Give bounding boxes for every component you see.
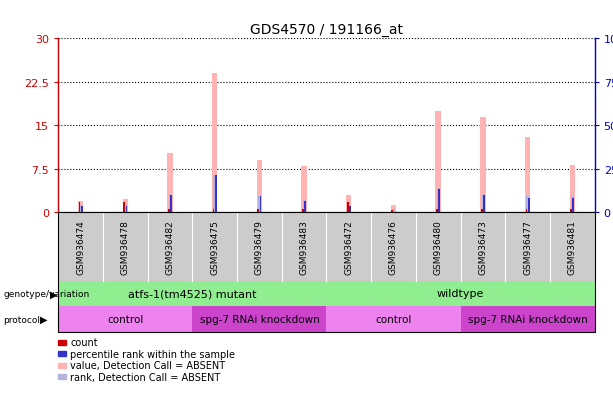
- Bar: [302, 210, 304, 213]
- Bar: [124, 206, 127, 213]
- Bar: [481, 210, 482, 213]
- Text: spg-7 RNAi knockdown: spg-7 RNAi knockdown: [468, 314, 587, 324]
- Bar: [168, 210, 170, 213]
- Bar: [349, 207, 351, 213]
- Text: GSM936473: GSM936473: [478, 219, 487, 274]
- Bar: [436, 210, 438, 213]
- Bar: [482, 194, 484, 213]
- Text: GSM936481: GSM936481: [568, 219, 577, 274]
- Text: GSM936480: GSM936480: [433, 219, 443, 274]
- Bar: [571, 197, 574, 213]
- Text: ▶: ▶: [40, 314, 47, 324]
- Bar: [123, 200, 128, 213]
- Text: count: count: [70, 337, 98, 347]
- Bar: [526, 197, 529, 213]
- Text: spg-7 RNAi knockdown: spg-7 RNAi knockdown: [199, 314, 319, 324]
- Bar: [438, 190, 440, 213]
- Bar: [569, 165, 575, 213]
- Text: control: control: [375, 314, 412, 324]
- Text: percentile rank within the sample: percentile rank within the sample: [70, 349, 235, 359]
- Text: atfs-1(tm4525) mutant: atfs-1(tm4525) mutant: [128, 289, 257, 299]
- Text: wildtype: wildtype: [437, 289, 484, 299]
- Bar: [347, 202, 349, 213]
- Bar: [573, 198, 574, 213]
- Bar: [213, 175, 216, 213]
- Text: GSM936475: GSM936475: [210, 219, 219, 274]
- Bar: [570, 210, 572, 213]
- Bar: [392, 210, 395, 213]
- Text: GSM936483: GSM936483: [300, 219, 308, 274]
- Bar: [78, 202, 80, 213]
- Bar: [525, 210, 527, 213]
- Bar: [257, 161, 262, 213]
- Text: GSM936482: GSM936482: [166, 219, 175, 274]
- Bar: [480, 117, 485, 213]
- Bar: [304, 201, 306, 213]
- Bar: [483, 195, 485, 213]
- Bar: [435, 112, 441, 213]
- Text: GSM936477: GSM936477: [523, 219, 532, 274]
- Bar: [81, 207, 83, 213]
- Bar: [302, 166, 306, 213]
- Bar: [213, 210, 215, 213]
- Bar: [170, 195, 172, 213]
- Bar: [348, 206, 350, 213]
- Title: GDS4570 / 191166_at: GDS4570 / 191166_at: [250, 23, 403, 37]
- Bar: [346, 195, 351, 213]
- Bar: [259, 197, 261, 213]
- Bar: [528, 198, 530, 213]
- Bar: [392, 211, 394, 213]
- Bar: [525, 138, 530, 213]
- Text: protocol: protocol: [3, 315, 40, 324]
- Text: rank, Detection Call = ABSENT: rank, Detection Call = ABSENT: [70, 372, 221, 382]
- Text: value, Detection Call = ABSENT: value, Detection Call = ABSENT: [70, 361, 226, 370]
- Text: ▶: ▶: [50, 289, 58, 299]
- Text: genotype/variation: genotype/variation: [3, 289, 89, 298]
- Bar: [212, 74, 218, 213]
- Text: GSM936476: GSM936476: [389, 219, 398, 274]
- Text: GSM936478: GSM936478: [121, 219, 130, 274]
- Bar: [391, 206, 396, 213]
- Bar: [126, 207, 128, 213]
- Bar: [79, 206, 82, 213]
- Bar: [258, 197, 261, 213]
- Bar: [215, 175, 216, 213]
- Bar: [303, 200, 305, 213]
- Bar: [78, 201, 83, 213]
- Bar: [257, 210, 259, 213]
- Bar: [169, 194, 171, 213]
- Bar: [123, 202, 125, 213]
- Text: GSM936474: GSM936474: [76, 219, 85, 274]
- Bar: [437, 188, 440, 213]
- Text: control: control: [107, 314, 143, 324]
- Text: GSM936472: GSM936472: [345, 219, 353, 274]
- Text: GSM936479: GSM936479: [255, 219, 264, 274]
- Bar: [167, 154, 173, 213]
